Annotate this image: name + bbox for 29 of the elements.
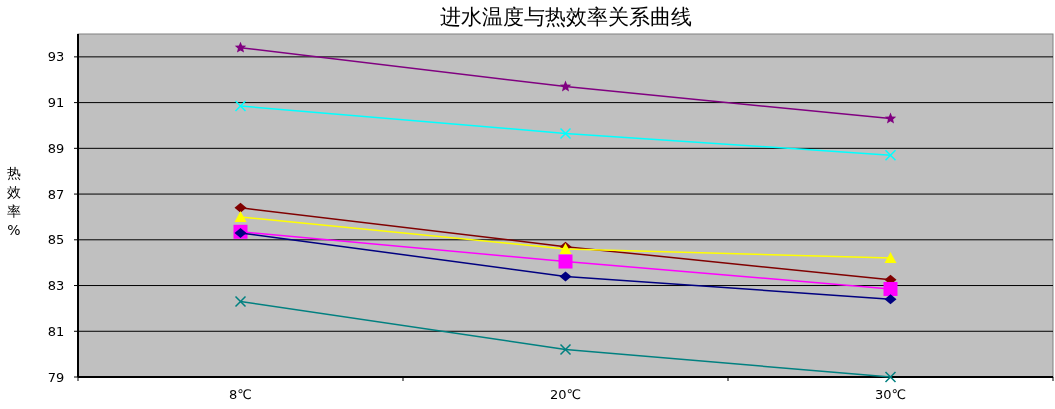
point xyxy=(234,41,247,53)
y-tick-label: 91 xyxy=(47,95,65,111)
chart-title: 进水温度与热效率关系曲线 xyxy=(439,5,692,29)
point xyxy=(559,80,572,92)
y-tick-label: 89 xyxy=(47,140,65,156)
x-tick-label: 20℃ xyxy=(549,387,582,402)
point xyxy=(884,371,897,383)
point xyxy=(883,281,898,296)
point xyxy=(884,112,897,124)
point xyxy=(234,295,247,308)
point xyxy=(558,254,573,269)
point xyxy=(234,100,247,112)
y-axis-title: 热效率% xyxy=(7,165,21,238)
y-tick-label: 79 xyxy=(47,369,65,385)
point xyxy=(234,210,247,222)
point xyxy=(884,294,897,305)
y-tick-label: 87 xyxy=(47,186,65,202)
point xyxy=(884,149,897,161)
y-tick-label: 81 xyxy=(47,323,65,339)
point xyxy=(234,202,247,213)
x-tick-label: 30℃ xyxy=(874,387,907,402)
point xyxy=(559,343,572,356)
point xyxy=(559,271,572,282)
point xyxy=(884,252,897,264)
y-tick-label: 93 xyxy=(47,49,65,65)
y-tick-label: 83 xyxy=(47,278,65,294)
x-tick-label: 8℃ xyxy=(229,387,252,402)
point xyxy=(559,127,572,140)
y-tick-label: 85 xyxy=(47,232,65,248)
